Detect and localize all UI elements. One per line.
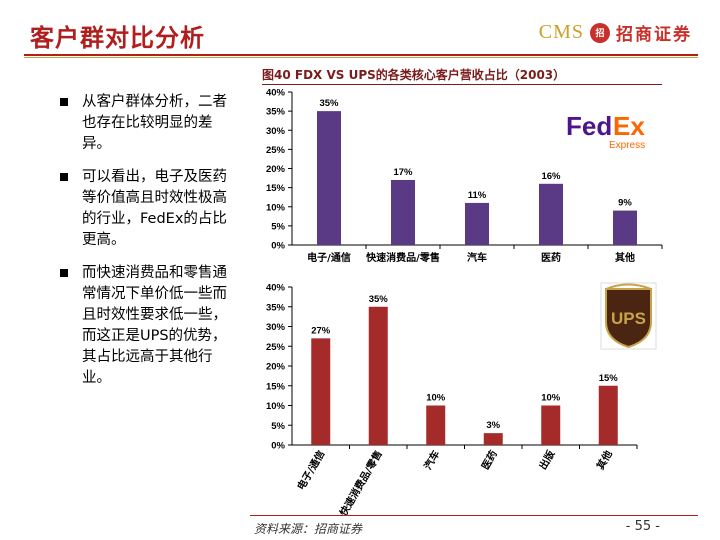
chart1-y-tick-label: 5% xyxy=(271,221,285,232)
chart1-bar xyxy=(391,179,415,245)
chart1-category-label: 汽车 xyxy=(467,251,487,264)
chart2-data-label: 10% xyxy=(541,393,561,404)
chart2-y-tick-label: 15% xyxy=(266,381,286,392)
chart2-bar xyxy=(311,338,331,445)
chart1-y-tick-label: 40% xyxy=(266,88,286,99)
chart2-y-tick-label: 5% xyxy=(271,421,285,432)
chart2-data-label: 15% xyxy=(599,373,619,384)
chart-title-divider xyxy=(262,84,662,85)
chart2-category-label: 出版 xyxy=(536,448,557,472)
chart1-y-tick-label: 30% xyxy=(266,126,286,137)
bullet-item: 可以看出，电子及医药等价值高且时效性极高的行业，FedEx的占比更高。 xyxy=(60,167,240,251)
fedex-logo-fed: Fed xyxy=(566,111,612,141)
chart2-y-tick-label: 25% xyxy=(266,342,286,353)
chart2-category-label: 快速消费品/零售 xyxy=(336,448,385,519)
chart2-bar xyxy=(541,405,561,445)
chart2-y-tick-label: 30% xyxy=(266,322,286,333)
chart1-y-tick-label: 25% xyxy=(266,145,286,156)
chart2-data-label: 27% xyxy=(311,325,331,336)
chart2-bar xyxy=(598,385,618,445)
page-number: - 55 - xyxy=(625,519,660,534)
chart1-y-tick-label: 35% xyxy=(266,107,286,118)
fedex-logo: Fed Ex Express xyxy=(566,111,645,151)
logo-badge-icon: 招 xyxy=(590,22,610,43)
chart1-y-tick-label: 20% xyxy=(266,164,286,175)
source-note: 资料来源：招商证券 xyxy=(254,522,363,536)
fedex-logo-ex: Ex xyxy=(613,111,645,141)
logo-cms-text: CMS xyxy=(538,21,584,43)
brand-logo: CMS 招 招商证券 xyxy=(539,20,692,45)
chart2-category-label: 医药 xyxy=(479,448,500,472)
bullet-item: 而快速消费品和零售通常情况下单价低一些而且时效性要求低一些，而这正是UPS的优势… xyxy=(60,263,240,389)
chart1-bar xyxy=(465,202,489,245)
chart1-bar xyxy=(317,111,341,245)
ups-shield-bow xyxy=(605,283,652,290)
chart1-category-label: 电子/通信 xyxy=(307,251,351,264)
chart2-bar xyxy=(426,405,446,445)
chart1-data-label: 16% xyxy=(541,171,561,182)
chart2-y-tick-label: 10% xyxy=(266,401,286,412)
footer-divider xyxy=(250,515,698,516)
chart1-data-label: 9% xyxy=(618,198,632,209)
chart2-data-label: 10% xyxy=(426,393,446,404)
ups-shield-icon xyxy=(605,288,652,349)
chart2-bar xyxy=(368,306,388,445)
logo-cn-text: 招商证券 xyxy=(616,25,692,45)
header-divider xyxy=(24,54,698,56)
ups-logo-text: UPS xyxy=(611,309,646,328)
chart2-y-tick-label: 35% xyxy=(266,302,286,313)
chart1-category-label: 医药 xyxy=(541,251,561,264)
fedex-logo-sub: Express xyxy=(609,140,645,151)
chart1-bar xyxy=(539,183,563,245)
chart2-y-tick-label: 20% xyxy=(266,362,286,373)
chart1-y-tick-label: 15% xyxy=(266,183,286,194)
chart1-data-label: 11% xyxy=(468,190,487,201)
chart1-data-label: 35% xyxy=(319,98,339,109)
chart1-bar xyxy=(613,210,637,245)
chart1-data-label: 17% xyxy=(393,167,413,178)
page-title: 客户群对比分析 xyxy=(30,24,205,52)
chart2-y-tick-label: 0% xyxy=(271,441,285,452)
bullet-item: 从客户群体分析，二者也存在比较明显的差异。 xyxy=(60,92,240,155)
chart1-y-tick-label: 0% xyxy=(271,241,285,252)
chart2-y-tick-label: 40% xyxy=(266,283,286,294)
chart2-data-label: 3% xyxy=(486,420,500,431)
header-divider-gold xyxy=(24,57,698,58)
chart2-category-label: 汽车 xyxy=(421,448,442,472)
chart2-data-label: 35% xyxy=(369,294,389,305)
chart1-category-label: 快速消费品/零售 xyxy=(365,251,440,264)
chart1-y-tick-label: 10% xyxy=(266,202,286,213)
chart2-bar xyxy=(483,433,503,445)
chart1-category-label: 其他 xyxy=(615,251,635,264)
bullet-list: 从客户群体分析，二者也存在比较明显的差异。 可以看出，电子及医药等价值高且时效性… xyxy=(60,92,240,401)
chart2-category-label: 其他 xyxy=(594,448,615,472)
chart2-category-label: 电子/通信 xyxy=(294,448,327,492)
ups-logo: UPS xyxy=(600,282,657,350)
chart-title: 图40 FDX VS UPS的各类核心客户营收占比（2003） xyxy=(262,68,566,82)
